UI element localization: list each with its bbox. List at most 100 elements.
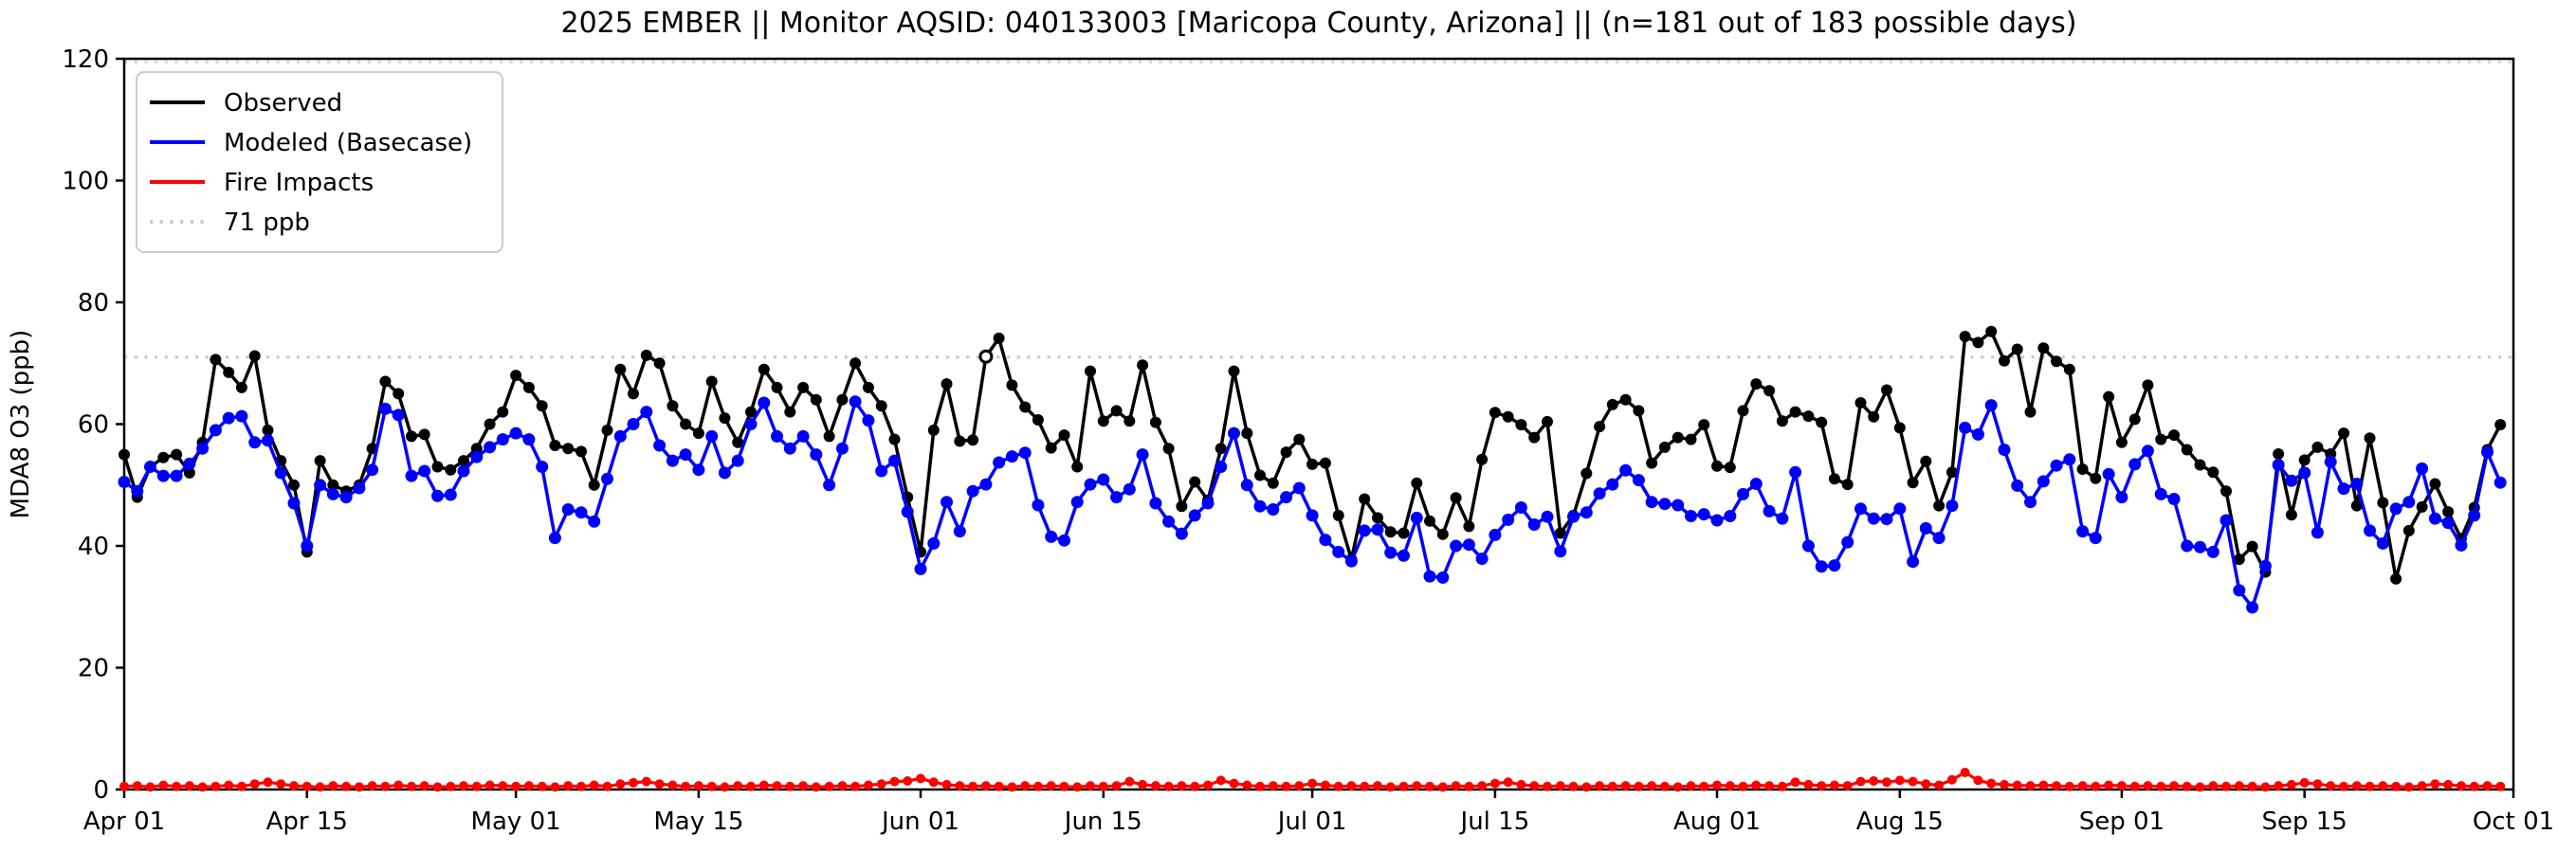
fire-impacts-series-point	[2129, 781, 2140, 791]
modeled-series-point	[287, 497, 301, 510]
fire-impacts-series-point	[1672, 782, 1683, 792]
fire-impacts-series-point	[2378, 781, 2388, 791]
observed-series-point	[1424, 515, 1435, 527]
modeled-series-point	[2220, 514, 2233, 527]
modeled-series-point	[796, 429, 810, 443]
x-tick-label: Jul 15	[1459, 808, 1530, 836]
fire-impacts-series-point	[354, 782, 364, 792]
legend-label: 71 ppb	[224, 209, 310, 237]
observed-series-point	[2494, 419, 2507, 431]
fire-impacts-series-point	[2482, 781, 2493, 791]
observed-series-point	[1985, 325, 1998, 337]
legend-label: Modeled (Basecase)	[224, 129, 472, 157]
fire-impacts-series-point	[1007, 782, 1017, 792]
fire-impacts-series-point	[2286, 779, 2296, 789]
fire-impacts-series-point	[720, 782, 730, 792]
fire-impacts-series-point	[1477, 781, 1488, 791]
observed-series-point	[1359, 493, 1371, 505]
observed-series-point	[1189, 476, 1201, 488]
fire-impacts-series-point	[1908, 776, 1918, 787]
modeled-series-point	[953, 525, 966, 538]
fire-impacts-series-point	[2091, 781, 2101, 791]
x-tick-label: Jun 15	[1063, 808, 1142, 836]
legend-item-fire-impacts: Fire Impacts	[150, 169, 374, 197]
modeled-series-point	[731, 454, 744, 467]
observed-series-point	[470, 443, 483, 455]
observed-series-point	[1306, 458, 1319, 470]
modeled-series-point	[1514, 501, 1527, 514]
observed-series-point	[2416, 500, 2428, 513]
fire-impacts-series-point	[367, 781, 377, 791]
fire-impacts-series-point	[1529, 781, 1540, 791]
modeled-series-point	[339, 491, 353, 504]
observed-series-point	[1606, 398, 1618, 410]
fire-impacts-series-point	[1842, 781, 1853, 791]
fire-impacts-series-point	[2430, 779, 2440, 789]
fire-impacts-series-point	[1686, 781, 1696, 791]
fire-impacts-series-point	[393, 780, 404, 790]
observed-series-point	[2103, 390, 2115, 403]
modeled-series-point	[927, 536, 941, 550]
fire-impacts-series-point	[1607, 781, 1617, 791]
observed-series-point	[1502, 410, 1514, 423]
modeled-series-point	[1398, 549, 1410, 562]
modeled-series-point	[405, 469, 418, 482]
observed-series-point	[1045, 442, 1057, 454]
modeled-series	[118, 395, 2507, 614]
fire-impacts-series-point	[132, 781, 142, 791]
modeled-series-point	[1959, 421, 1972, 434]
modeled-series-point	[392, 408, 405, 422]
fire-impacts-series-point	[667, 780, 678, 790]
modeled-series-point	[1697, 508, 1710, 521]
observed-series-point	[888, 433, 901, 445]
modeled-series-point	[2428, 512, 2441, 525]
observed-series-point	[1398, 527, 1410, 539]
modeled-series-point	[1332, 545, 1345, 558]
fire-impacts-series-point	[1346, 781, 1357, 791]
modeled-series-point	[144, 461, 156, 473]
observed-series-point	[1110, 405, 1123, 417]
modeled-series-point	[2050, 459, 2063, 472]
observed-series-point	[1450, 492, 1462, 504]
legend: Observed Modeled (Basecase) Fire Impacts 71…	[136, 71, 503, 253]
fire-impacts-series-point	[459, 781, 468, 791]
observed-series-point	[692, 427, 704, 440]
observed-series-point	[1685, 433, 1697, 445]
fire-impacts-series-point	[210, 781, 221, 791]
modeled-series-point	[2102, 467, 2115, 481]
fire-impacts-series-point	[1437, 782, 1448, 792]
modeled-series-point	[2389, 502, 2402, 516]
y-tick-label: 120	[62, 45, 109, 74]
legend-label: Fire Impacts	[224, 169, 374, 197]
modeled-series-point	[353, 481, 366, 495]
modeled-series-point	[522, 433, 536, 446]
modeled-series-point	[457, 464, 470, 478]
modeled-series-point	[1554, 545, 1567, 558]
modeled-series-point	[561, 503, 575, 516]
modeled-series-point	[1253, 499, 1267, 513]
x-tick-label: May 15	[653, 808, 743, 836]
modeled-series-point	[1645, 496, 1658, 509]
fire-impacts-series-point	[1032, 781, 1043, 791]
fire-impacts-series-point	[941, 779, 952, 789]
fire-impacts-series-point	[328, 781, 338, 791]
observed-series-point	[1006, 379, 1018, 391]
fire-impacts-series-point	[1190, 781, 1200, 791]
x-tick-label: Aug 01	[1673, 808, 1761, 836]
fire-impacts-series-point	[1882, 777, 1891, 788]
modeled-series-point	[496, 433, 509, 446]
fire-impacts-series-point	[563, 781, 574, 791]
observed-series-point	[1893, 422, 1906, 434]
modeled-series-point	[2076, 525, 2090, 538]
fire-impacts-series-point	[2351, 781, 2362, 791]
observed-series-point	[836, 393, 849, 406]
fire-impacts-series-point	[1320, 780, 1330, 790]
observed-series-point	[379, 375, 392, 388]
y-tick-label: 0	[93, 776, 109, 805]
modeled-series-point	[2272, 459, 2285, 471]
observed-series-point	[1698, 419, 1710, 431]
modeled-series-point	[718, 466, 731, 480]
fire-impacts-series-point	[654, 779, 665, 789]
y-tick-label: 40	[78, 533, 109, 561]
observed-series-point	[262, 424, 274, 436]
